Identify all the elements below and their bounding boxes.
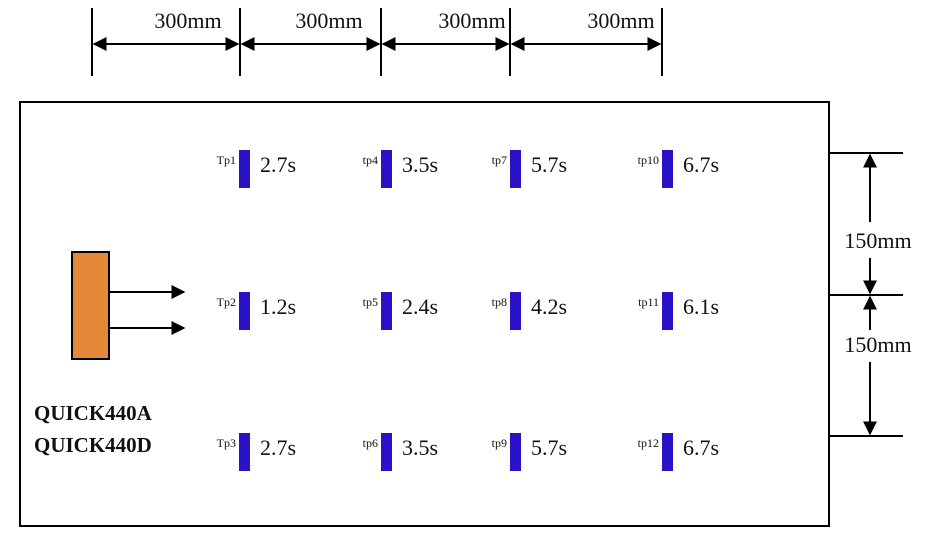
test-point: tp5 2.4s — [363, 292, 438, 330]
sensor-marker — [381, 150, 392, 188]
test-point: tp11 6.1s — [638, 292, 719, 330]
test-point-label: tp8 — [492, 295, 507, 309]
test-point-time: 6.1s — [683, 294, 719, 319]
device-block — [71, 251, 110, 360]
test-point: tp8 4.2s — [492, 292, 567, 330]
test-point-time: 2.7s — [260, 435, 296, 460]
test-point-time: 5.7s — [531, 435, 567, 460]
test-point: Tp2 1.2s — [217, 292, 296, 330]
test-point: Tp1 2.7s — [217, 150, 296, 188]
test-points: Tp1 2.7s tp4 3.5s tp7 5.7s tp10 6.7s Tp2 1.2s tp5 2… — [217, 150, 719, 471]
test-point: tp4 3.5s — [363, 150, 438, 188]
test-point-label: tp7 — [492, 153, 507, 167]
test-point-label: tp5 — [363, 295, 378, 309]
test-point-time: 3.5s — [402, 152, 438, 177]
test-point-label: tp6 — [363, 436, 378, 450]
test-point-label: tp12 — [638, 436, 659, 450]
test-point-time: 1.2s — [260, 294, 296, 319]
test-point-label: tp10 — [638, 153, 659, 167]
dim-label-v2: 150mm — [844, 332, 911, 357]
sensor-marker — [662, 150, 673, 188]
test-point: tp12 6.7s — [638, 433, 719, 471]
test-point: tp6 3.5s — [363, 433, 438, 471]
dim-label-h1: 300mm — [154, 8, 221, 33]
sensor-marker — [381, 292, 392, 330]
test-point: tp7 5.7s — [492, 150, 567, 188]
test-point-label: Tp1 — [217, 153, 236, 167]
test-point-label: tp11 — [638, 295, 659, 309]
sensor-marker — [510, 150, 521, 188]
test-point: tp10 6.7s — [638, 150, 719, 188]
test-point-label: tp9 — [492, 436, 507, 450]
horizontal-extension-lines — [91, 8, 663, 76]
sensor-marker — [662, 292, 673, 330]
test-point-time: 2.4s — [402, 294, 438, 319]
model-label-d: QUICK440D — [34, 433, 152, 457]
dim-label-h3: 300mm — [438, 8, 505, 33]
vertical-extension-lines — [829, 152, 903, 437]
test-point-time: 2.7s — [260, 152, 296, 177]
sensor-marker — [510, 292, 521, 330]
test-point-time: 4.2s — [531, 294, 567, 319]
test-point-label: tp4 — [363, 153, 378, 167]
sensor-marker — [239, 150, 250, 188]
sensor-marker — [239, 292, 250, 330]
dim-label-h4: 300mm — [587, 8, 654, 33]
test-point: Tp3 2.7s — [217, 433, 296, 471]
test-point-time: 6.7s — [683, 152, 719, 177]
test-point-label: Tp2 — [217, 295, 236, 309]
sensor-marker — [662, 433, 673, 471]
sensor-marker — [510, 433, 521, 471]
test-point-time: 5.7s — [531, 152, 567, 177]
test-point-label: Tp3 — [217, 436, 236, 450]
test-room-outline — [19, 101, 830, 527]
model-label-a: QUICK440A — [34, 401, 153, 425]
test-point: tp9 5.7s — [492, 433, 567, 471]
dim-label-v1: 150mm — [844, 228, 911, 253]
dim-label-h2: 300mm — [295, 8, 362, 33]
test-point-time: 6.7s — [683, 435, 719, 460]
sensor-marker — [239, 433, 250, 471]
sensor-marker — [381, 433, 392, 471]
test-point-time: 3.5s — [402, 435, 438, 460]
